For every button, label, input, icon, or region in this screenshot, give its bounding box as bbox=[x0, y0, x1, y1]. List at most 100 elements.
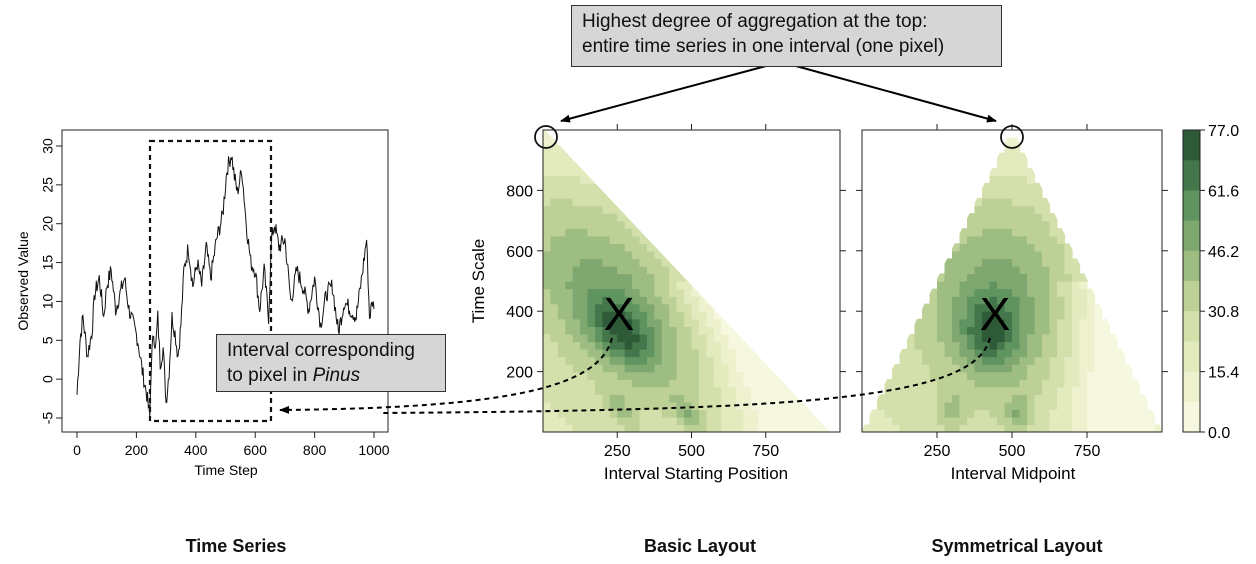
heat-cell bbox=[1072, 416, 1081, 426]
heat-cell bbox=[617, 258, 626, 267]
heat-cell bbox=[1117, 386, 1126, 395]
heat-cell bbox=[654, 341, 663, 350]
heat-cell bbox=[543, 386, 551, 395]
heat-cell bbox=[982, 318, 991, 327]
heat-cell bbox=[997, 356, 1006, 365]
heat-cell bbox=[691, 386, 700, 395]
heat-cell bbox=[543, 137, 551, 146]
heat-cell bbox=[669, 311, 678, 320]
heat-cell bbox=[1049, 311, 1058, 320]
heat-cell bbox=[706, 379, 715, 388]
heat-cell bbox=[1072, 281, 1081, 290]
colorbar-block bbox=[1183, 401, 1200, 433]
heat-cell bbox=[624, 379, 633, 388]
series-line-observed bbox=[76, 156, 375, 417]
heat-cell bbox=[959, 379, 968, 388]
heat-cell bbox=[572, 243, 581, 252]
heat-cell bbox=[1004, 220, 1013, 229]
heat-cell bbox=[877, 401, 886, 410]
heat-cell bbox=[1064, 394, 1073, 403]
heat-cell bbox=[669, 326, 678, 335]
heat-cell bbox=[1132, 386, 1141, 395]
heat-cell bbox=[1079, 371, 1088, 380]
heat-cell bbox=[572, 250, 581, 259]
heat-cell bbox=[758, 371, 767, 380]
heat-cell bbox=[543, 303, 551, 312]
heat-cell bbox=[632, 364, 641, 373]
heat-cell bbox=[1072, 326, 1081, 335]
heat-cell bbox=[557, 243, 566, 252]
heat-cell bbox=[550, 356, 559, 365]
heat-cell bbox=[1012, 160, 1021, 169]
heat-cell bbox=[550, 296, 559, 305]
heat-cell bbox=[580, 348, 589, 358]
heat-cell bbox=[1109, 371, 1118, 380]
heat-cell bbox=[1049, 235, 1058, 244]
heat-cell bbox=[914, 386, 923, 395]
heat-cell bbox=[929, 409, 938, 418]
heat-cell bbox=[989, 213, 998, 222]
y-tick-label: 200 bbox=[506, 365, 533, 382]
heat-cell bbox=[617, 213, 626, 222]
heat-cell bbox=[922, 401, 931, 410]
heat-cell bbox=[609, 243, 618, 252]
heat-cell bbox=[1132, 401, 1141, 410]
heat-cell bbox=[1027, 258, 1036, 267]
heat-cell bbox=[557, 341, 566, 350]
heat-cell bbox=[997, 205, 1006, 214]
heat-cell bbox=[982, 220, 991, 229]
heat-cell bbox=[676, 288, 685, 297]
heat-cell bbox=[706, 303, 715, 312]
heat-cell bbox=[609, 258, 618, 267]
heat-cell bbox=[595, 235, 603, 244]
heat-cell bbox=[937, 303, 946, 312]
heat-cell bbox=[997, 416, 1006, 426]
heat-cell bbox=[706, 356, 715, 365]
heat-cell bbox=[892, 364, 901, 373]
heat-cell bbox=[580, 281, 589, 290]
heat-cell bbox=[661, 303, 670, 312]
heat-cell bbox=[929, 424, 938, 432]
heat-cell bbox=[698, 311, 707, 320]
heat-cell bbox=[982, 356, 991, 365]
colorbar-block bbox=[1183, 281, 1200, 312]
heat-cell bbox=[602, 303, 611, 312]
heat-cell bbox=[676, 281, 685, 290]
heat-cell bbox=[698, 296, 707, 305]
heat-cell bbox=[765, 401, 774, 410]
heat-cell bbox=[914, 371, 923, 380]
heat-cell bbox=[609, 318, 618, 327]
heat-cell bbox=[1079, 311, 1088, 320]
heat-cell bbox=[1064, 296, 1073, 305]
heat-cell bbox=[982, 326, 991, 335]
heat-cell bbox=[609, 288, 618, 297]
heat-cell bbox=[959, 394, 968, 403]
heat-cell bbox=[565, 235, 574, 244]
heat-cell bbox=[758, 386, 767, 395]
heat-cell bbox=[1109, 356, 1118, 365]
heat-cell bbox=[937, 326, 946, 335]
heat-cell bbox=[944, 303, 953, 312]
heat-cell bbox=[1079, 318, 1088, 327]
heat-cell bbox=[967, 364, 976, 373]
heat-cell bbox=[1094, 371, 1103, 380]
heat-cell bbox=[572, 190, 581, 199]
heat-cell bbox=[565, 258, 574, 267]
heat-cell bbox=[1042, 213, 1051, 222]
heat-cell bbox=[580, 273, 589, 282]
heat-cell bbox=[1109, 341, 1118, 350]
heat-cell bbox=[684, 326, 693, 335]
ts-x-axis: 0 200 400 600 800 1000 bbox=[73, 432, 390, 458]
heat-cell bbox=[758, 356, 767, 365]
x-tick-label: 500 bbox=[678, 443, 705, 460]
heat-cell bbox=[974, 326, 983, 335]
heat-cell bbox=[750, 409, 759, 418]
heat-cell bbox=[669, 371, 678, 380]
heat-cell bbox=[1019, 228, 1028, 237]
heat-cell bbox=[1012, 145, 1021, 154]
heat-cell bbox=[944, 333, 953, 343]
heat-cell bbox=[647, 394, 655, 403]
heat-cell bbox=[617, 341, 626, 350]
heat-cell bbox=[743, 401, 752, 410]
